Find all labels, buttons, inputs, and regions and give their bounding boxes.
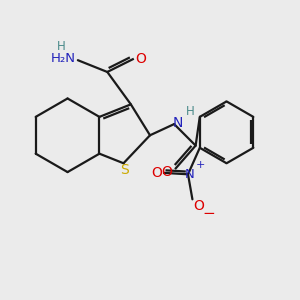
Text: N: N — [184, 168, 194, 181]
Text: H₂N: H₂N — [50, 52, 76, 65]
Text: +: + — [196, 160, 205, 170]
Text: O: O — [136, 52, 147, 66]
Text: N: N — [172, 116, 183, 130]
Text: −: − — [202, 206, 215, 221]
Text: S: S — [121, 163, 129, 177]
Text: O: O — [151, 166, 162, 180]
Text: H: H — [186, 105, 195, 118]
Text: O: O — [194, 199, 204, 213]
Text: H: H — [57, 40, 66, 52]
Text: O: O — [161, 165, 172, 179]
